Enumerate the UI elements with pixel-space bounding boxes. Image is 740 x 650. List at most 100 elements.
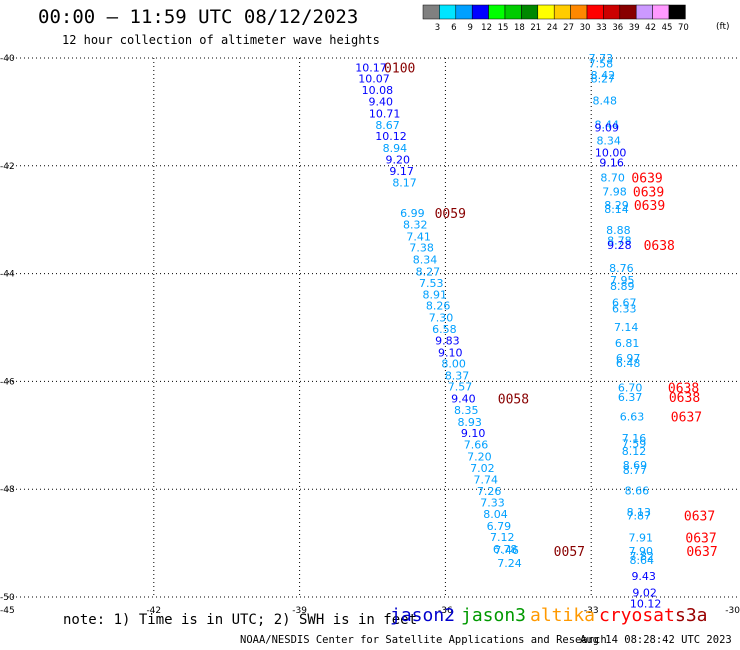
color-scale-tick: 45 bbox=[662, 23, 673, 33]
color-scale-tick: 24 bbox=[547, 23, 558, 33]
x-tick-label: -42 bbox=[146, 606, 161, 616]
color-scale-swatch bbox=[553, 4, 571, 20]
wave-height-point: 7.98 bbox=[602, 186, 627, 199]
pass-time-label: 0057 bbox=[554, 545, 585, 560]
wave-height-point: 8.76 bbox=[609, 262, 634, 275]
pass-time-label: 0100 bbox=[384, 62, 415, 77]
color-scale: 3 6 9 12 15 18 21 24 27 30 33 36 39 42 45 70 bbox=[422, 4, 689, 33]
wave-height-point: 8.94 bbox=[383, 142, 408, 155]
wave-height-point: 8.77 bbox=[623, 464, 648, 477]
wave-height-point: 8.89 bbox=[610, 280, 635, 293]
wave-height-point: 10.07 bbox=[358, 72, 390, 85]
color-scale-tick: 36 bbox=[612, 23, 623, 33]
wave-height-point: 7.46 bbox=[494, 544, 519, 557]
wave-height-point: 8.42 bbox=[591, 69, 616, 82]
wave-height-point: 7.38 bbox=[409, 242, 434, 255]
wave-height-point: 9.09 bbox=[595, 122, 620, 135]
wave-height-point: 8.70 bbox=[600, 172, 625, 185]
color-scale-tick: 70 bbox=[678, 23, 689, 33]
wave-height-point: 6.99 bbox=[400, 207, 425, 220]
color-scale-tick: 30 bbox=[580, 23, 591, 33]
color-scale-tick: 9 bbox=[467, 23, 472, 33]
color-scale-swatch bbox=[488, 4, 506, 20]
pass-time-label: 0638 bbox=[668, 381, 699, 396]
wave-height-point: 9.02 bbox=[632, 587, 657, 600]
wave-height-point: 7.59 bbox=[622, 437, 647, 450]
color-scale-swatch bbox=[603, 4, 621, 20]
color-scale-swatch bbox=[537, 4, 555, 20]
color-scale-swatch bbox=[422, 4, 440, 20]
color-scale-tick: 18 bbox=[514, 23, 525, 33]
wave-height-point: 6.63 bbox=[620, 410, 645, 423]
wave-height-point: 8.67 bbox=[375, 119, 400, 132]
legend-altika: altika bbox=[530, 605, 596, 626]
pass-time-label: 0639 bbox=[634, 199, 665, 214]
wave-height-point: 8.17 bbox=[392, 177, 417, 190]
wave-height-point: 9.10 bbox=[438, 346, 463, 359]
wave-height-point: 8.69 bbox=[623, 459, 648, 472]
color-scale-unit: (ft) bbox=[716, 22, 730, 32]
color-scale-swatch bbox=[471, 4, 489, 20]
credit-timestamp: Aug 14 08:28:42 UTC 2023 bbox=[580, 634, 732, 646]
wave-height-point: 6.67 bbox=[612, 297, 637, 310]
wave-height-point: 10.00 bbox=[595, 146, 627, 159]
wave-height-point: 8.88 bbox=[606, 224, 631, 237]
wave-height-point: 10.12 bbox=[375, 130, 407, 143]
wave-height-point: 7.41 bbox=[406, 230, 431, 243]
wave-height-point: 6.33 bbox=[612, 303, 637, 316]
color-scale-tick: 33 bbox=[596, 23, 607, 33]
wave-height-point: 6.48 bbox=[616, 357, 641, 370]
wave-height-point: 8.93 bbox=[457, 416, 482, 429]
wave-height-point: 8.12 bbox=[622, 445, 647, 458]
wave-height-point: 6.97 bbox=[616, 352, 641, 365]
wave-height-point: 7.74 bbox=[473, 473, 498, 486]
color-scale-swatch bbox=[668, 4, 686, 20]
wave-height-point: 7.66 bbox=[464, 438, 489, 451]
legend-jason2: jason2 bbox=[390, 605, 456, 626]
wave-height-point: 6.70 bbox=[618, 381, 643, 394]
pass-time-label: 0059 bbox=[435, 207, 466, 222]
wave-height-point: 8.26 bbox=[426, 299, 451, 312]
wave-height-point: 7.16 bbox=[622, 432, 647, 445]
page-subtitle: 12 hour collection of altimeter wave hei… bbox=[62, 33, 380, 47]
wave-height-point: 6.79 bbox=[487, 520, 512, 533]
pass-time-label: 0639 bbox=[631, 172, 662, 187]
wave-height-point: 7.57 bbox=[448, 380, 473, 393]
pass-time-label: 0638 bbox=[644, 239, 675, 254]
wave-height-point: 6.37 bbox=[618, 391, 643, 404]
color-scale-swatch bbox=[504, 4, 522, 20]
color-scale-swatch bbox=[586, 4, 604, 20]
wave-height-point: 9.43 bbox=[631, 570, 656, 583]
wave-height-point: 7.14 bbox=[614, 321, 639, 334]
wave-height-point: 9.40 bbox=[451, 393, 476, 406]
pass-time-label: 0639 bbox=[633, 186, 664, 201]
color-scale-tick: 27 bbox=[563, 23, 574, 33]
color-scale-tick: 12 bbox=[481, 23, 492, 33]
x-tick-label: -39 bbox=[292, 606, 307, 616]
pass-time-label: 0637 bbox=[684, 510, 715, 525]
color-scale-tick: 15 bbox=[498, 23, 509, 33]
wave-height-point: 8.34 bbox=[596, 134, 621, 147]
wave-height-point: 7.58 bbox=[589, 57, 614, 70]
wave-height-point: 8.13 bbox=[627, 506, 652, 519]
color-scale-swatch bbox=[521, 4, 539, 20]
time-labels: 0100005900580057063906390639063806380638… bbox=[384, 62, 718, 560]
y-tick-label: -44 bbox=[0, 270, 15, 280]
color-scale-swatch bbox=[439, 4, 457, 20]
y-tick-label: -42 bbox=[0, 162, 15, 172]
x-tick-label: -33 bbox=[584, 606, 599, 616]
wave-height-point: 9.83 bbox=[435, 334, 460, 347]
wave-height-point: 7.95 bbox=[610, 274, 635, 287]
wave-height-point: 8.14 bbox=[604, 203, 629, 216]
wave-height-point: 7.82 bbox=[629, 550, 654, 563]
wave-height-point: 7.12 bbox=[490, 531, 515, 544]
wave-height-point: 8.78 bbox=[607, 235, 632, 248]
x-tick-label: -36 bbox=[438, 606, 453, 616]
wave-height-point: 8.91 bbox=[422, 289, 447, 302]
pass-time-label: 0637 bbox=[685, 532, 716, 547]
pass-time-label: 0638 bbox=[669, 391, 700, 406]
color-scale-tick: 6 bbox=[451, 23, 456, 33]
wave-height-point: 7.20 bbox=[467, 450, 492, 463]
y-tick-label: -40 bbox=[0, 54, 15, 64]
